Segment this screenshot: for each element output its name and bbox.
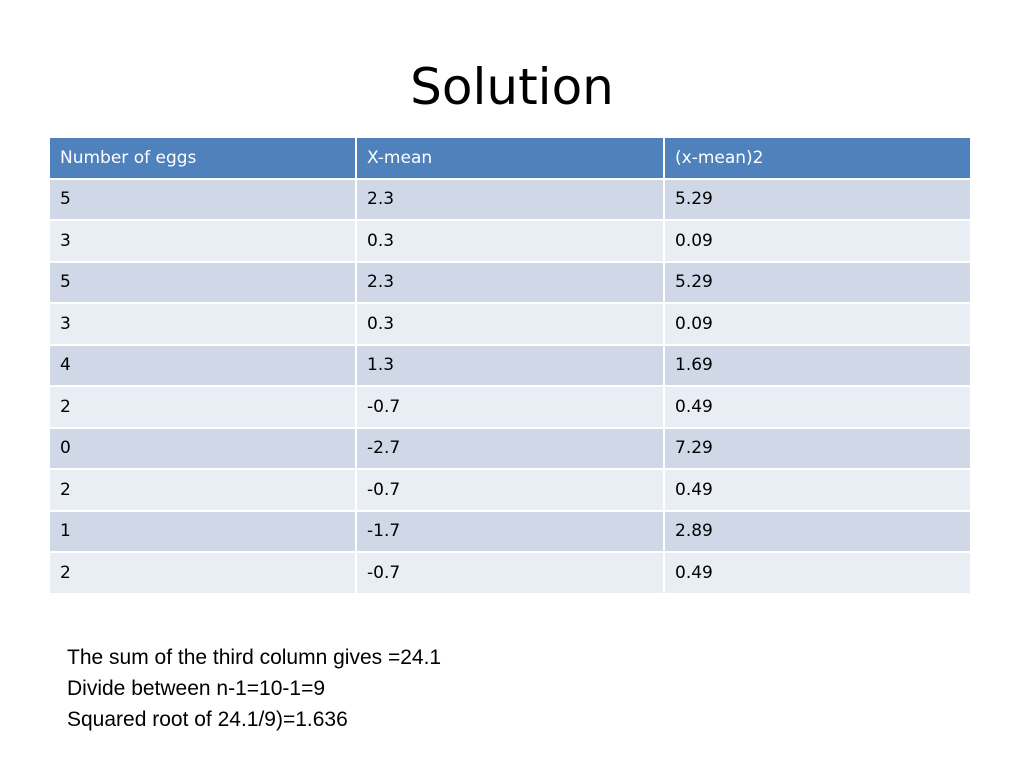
- header-cell: Number of eggs: [48, 136, 357, 180]
- table-cell: -0.7: [355, 468, 665, 512]
- table-cell: 0.49: [663, 385, 972, 429]
- note-line: The sum of the third column gives =24.1: [67, 646, 442, 669]
- table-row: 2 -0.7 0.49: [48, 468, 972, 512]
- notes: The sum of the third column gives =24.1 …: [67, 642, 441, 735]
- table-cell: 2.3: [355, 177, 665, 221]
- note-line: Squared root of 24.1/9)=1.636: [67, 708, 348, 731]
- table-cell: -1.7: [355, 509, 665, 553]
- table-cell: 0.09: [663, 302, 972, 346]
- table-row: 5 2.3 5.29: [48, 260, 972, 304]
- table-cell: 2: [48, 385, 357, 429]
- table-row: 5 2.3 5.29: [48, 177, 972, 221]
- table-row: 3 0.3 0.09: [48, 302, 972, 346]
- table-body: 5 2.3 5.29 3 0.3 0.09 5 2.3 5.29 3 0.3 0.09 4 1.3 1.69…: [48, 177, 972, 595]
- table-cell: -0.7: [355, 551, 665, 595]
- table-cell: 2.89: [663, 509, 972, 553]
- header-cell: (x-mean)2: [663, 136, 972, 180]
- table-cell: 0.3: [355, 219, 665, 263]
- table-cell: 0.09: [663, 219, 972, 263]
- table-row: 3 0.3 0.09: [48, 219, 972, 263]
- table-cell: 7.29: [663, 426, 972, 470]
- table-cell: 3: [48, 219, 357, 263]
- table-cell: -0.7: [355, 385, 665, 429]
- table-cell: 0: [48, 426, 357, 470]
- table-cell: 0.49: [663, 551, 972, 595]
- table-cell: 3: [48, 302, 357, 346]
- table-row: 2 -0.7 0.49: [48, 551, 972, 595]
- table-cell: 0.49: [663, 468, 972, 512]
- table-row: 0 -2.7 7.29: [48, 426, 972, 470]
- table-row: 4 1.3 1.69: [48, 343, 972, 387]
- table-cell: 1.3: [355, 343, 665, 387]
- table-cell: 2: [48, 468, 357, 512]
- table-cell: -2.7: [355, 426, 665, 470]
- data-table: Number of eggs X-mean (x-mean)2 5 2.3 5.29…: [48, 136, 972, 595]
- table-cell: 5.29: [663, 177, 972, 221]
- note-line: Divide between n-1=10-1=9: [67, 677, 326, 700]
- table-cell: 5.29: [663, 260, 972, 304]
- table-header-row: Number of eggs X-mean (x-mean)2: [48, 136, 972, 180]
- table-cell: 1: [48, 509, 357, 553]
- table-row: 2 -0.7 0.49: [48, 385, 972, 429]
- table-cell: 1.69: [663, 343, 972, 387]
- table-cell: 0.3: [355, 302, 665, 346]
- table-cell: 2: [48, 551, 357, 595]
- table-cell: 5: [48, 260, 357, 304]
- table-cell: 2.3: [355, 260, 665, 304]
- table-cell: 5: [48, 177, 357, 221]
- slide-title: Solution: [410, 58, 614, 116]
- header-cell: X-mean: [355, 136, 665, 180]
- table-cell: 4: [48, 343, 357, 387]
- table-row: 1 -1.7 2.89: [48, 509, 972, 553]
